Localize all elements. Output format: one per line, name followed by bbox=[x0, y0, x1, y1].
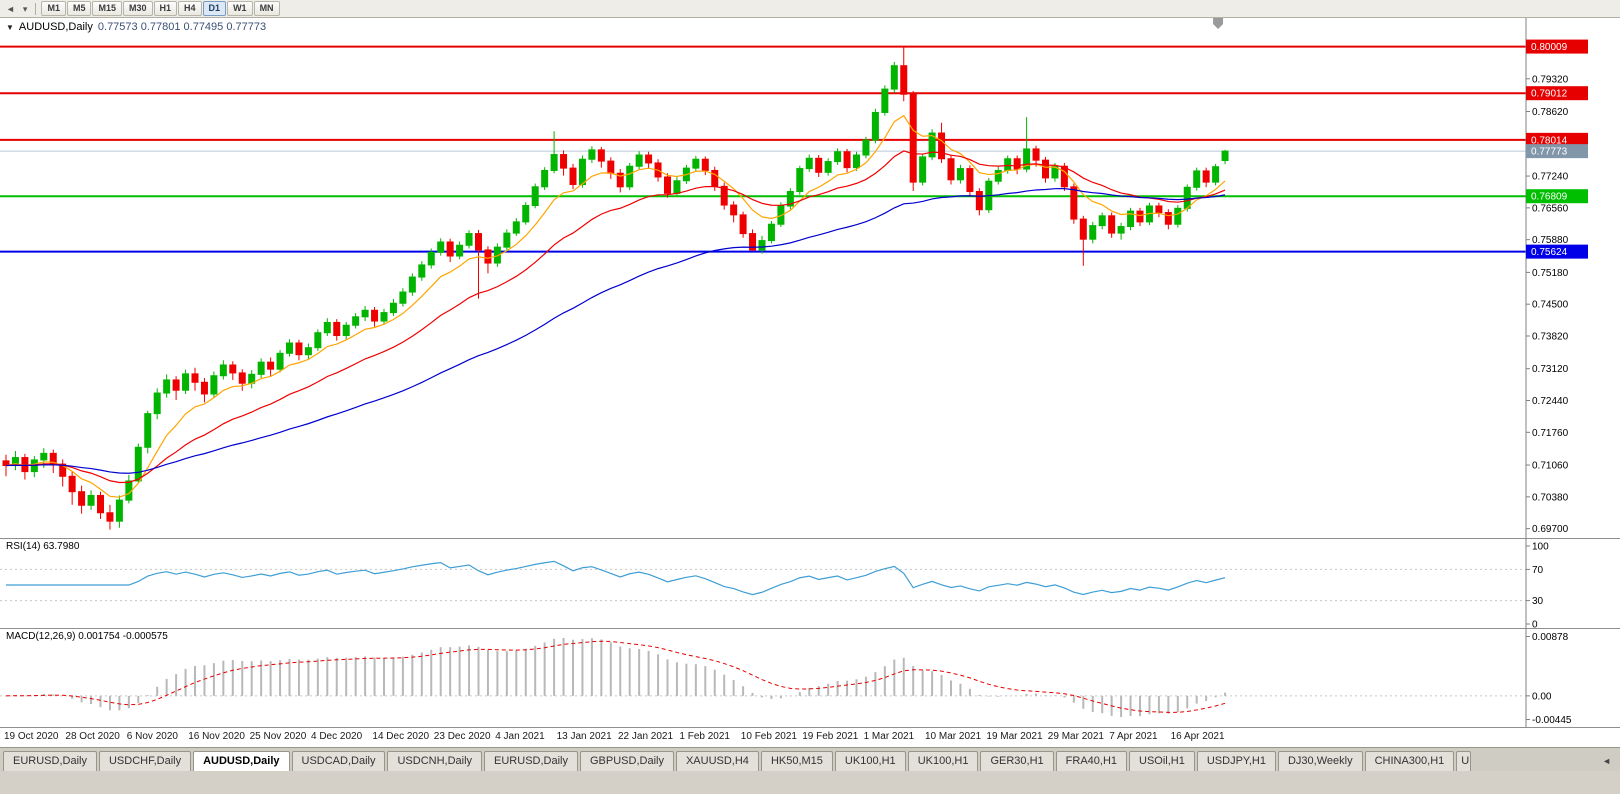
chart-tab-xauusd-h4[interactable]: XAUUSD,H4 bbox=[675, 751, 759, 771]
status-area bbox=[0, 771, 1620, 794]
timeframe-button-mn[interactable]: MN bbox=[253, 1, 280, 16]
svg-text:70: 70 bbox=[1532, 565, 1544, 576]
svg-text:0.00878: 0.00878 bbox=[1532, 632, 1569, 643]
timeframe-button-h1[interactable]: H1 bbox=[153, 1, 178, 16]
svg-text:100: 100 bbox=[1532, 542, 1549, 553]
chart-symbol-label: AUDUSD,Daily bbox=[18, 21, 93, 33]
chart-tab-gbpusd-daily[interactable]: GBPUSD,Daily bbox=[580, 751, 674, 771]
chart-tab-usoil-h1[interactable]: USOil,H1 bbox=[1129, 751, 1195, 771]
chart-tab-ger30-h1[interactable]: GER30,H1 bbox=[980, 751, 1054, 771]
x-axis-label: 23 Dec 2020 bbox=[433, 731, 491, 742]
rsi-panel[interactable]: 100 70 30 0 RSI(14) 63.7980 bbox=[0, 538, 1620, 628]
chart-title: ▼ AUDUSD,Daily 0.77573 0.77801 0.77495 0… bbox=[6, 21, 266, 33]
x-axis-label: 10 Feb 2021 bbox=[740, 731, 797, 742]
candlestick-chart[interactable]: 0.79320 0.78620 0.77240 0.76560 0.75880 0.751… bbox=[0, 18, 1620, 538]
svg-text:0.73820: 0.73820 bbox=[1532, 331, 1569, 342]
chart-symbol-dropdown-icon[interactable]: ▼ bbox=[6, 22, 14, 32]
x-axis-label: 19 Oct 2020 bbox=[4, 731, 59, 742]
timeframe-button-d1[interactable]: D1 bbox=[202, 1, 227, 16]
chart-tab-usdchf-daily[interactable]: USDCHF,Daily bbox=[98, 751, 192, 771]
chart-stack: 0.79320 0.78620 0.77240 0.76560 0.75880 0.751… bbox=[0, 18, 1620, 747]
svg-text:0.78620: 0.78620 bbox=[1532, 107, 1569, 118]
x-axis-label: 25 Nov 2020 bbox=[249, 731, 307, 742]
rsi-chart[interactable]: 100 70 30 0 bbox=[0, 538, 1620, 628]
tab-scroll-left-button[interactable]: ◄ bbox=[1602, 756, 1611, 766]
svg-text:0.72440: 0.72440 bbox=[1532, 396, 1569, 407]
x-axis-label: 4 Jan 2021 bbox=[495, 731, 545, 742]
scroll-left-icon[interactable]: ◄ bbox=[6, 3, 15, 14]
svg-text:0: 0 bbox=[1532, 620, 1538, 629]
chart-tab-usdcad-daily[interactable]: USDCAD,Daily bbox=[291, 751, 386, 771]
toolbar-separator bbox=[35, 2, 37, 15]
timeframe-buttons: M1 M5 M15 M30 H1 H4 D1 W1 MN bbox=[41, 1, 280, 16]
dropdown-caret-icon[interactable]: ▾ bbox=[22, 3, 28, 14]
x-axis-label: 7 Apr 2021 bbox=[1109, 731, 1158, 742]
chart-tab-uk100-h1[interactable]: UK100,H1 bbox=[834, 751, 906, 771]
svg-text:0.75180: 0.75180 bbox=[1532, 268, 1569, 279]
svg-text:0.77773: 0.77773 bbox=[1531, 147, 1568, 158]
chart-tab-fra40-h1[interactable]: FRA40,H1 bbox=[1055, 751, 1128, 771]
x-axis-label: 16 Nov 2020 bbox=[188, 731, 245, 742]
x-axis-label: 28 Oct 2020 bbox=[65, 731, 120, 742]
x-axis-label: 13 Jan 2021 bbox=[556, 731, 612, 742]
svg-text:-0.00445: -0.00445 bbox=[1532, 715, 1572, 726]
svg-text:0.70380: 0.70380 bbox=[1532, 492, 1569, 503]
chart-tab-usdcnh-daily[interactable]: USDCNH,Daily bbox=[387, 751, 483, 771]
x-axis-label: 1 Feb 2021 bbox=[679, 731, 730, 742]
svg-text:0.75880: 0.75880 bbox=[1532, 235, 1569, 246]
rsi-label: RSI(14) 63.7980 bbox=[6, 541, 80, 552]
timeframe-button-m30[interactable]: M30 bbox=[123, 1, 153, 16]
chart-ohlc-values: 0.77573 0.77801 0.77495 0.77773 bbox=[97, 21, 267, 33]
svg-text:0.71760: 0.71760 bbox=[1532, 428, 1569, 439]
svg-text:0.76560: 0.76560 bbox=[1532, 203, 1569, 214]
x-axis-label: 14 Dec 2020 bbox=[372, 731, 430, 742]
x-axis-label: 4 Dec 2020 bbox=[311, 731, 363, 742]
svg-text:0.69700: 0.69700 bbox=[1532, 524, 1569, 535]
chart-tabbar: EURUSD,Daily USDCHF,Daily AUDUSD,Daily USDC… bbox=[0, 747, 1620, 771]
svg-text:0.71060: 0.71060 bbox=[1532, 461, 1569, 472]
x-axis-label: 19 Feb 2021 bbox=[802, 731, 859, 742]
x-axis-label: 29 Mar 2021 bbox=[1047, 731, 1104, 742]
timeframe-button-w1[interactable]: W1 bbox=[227, 1, 253, 16]
x-axis-label: 1 Mar 2021 bbox=[863, 731, 915, 742]
x-axis-label: 19 Mar 2021 bbox=[986, 731, 1043, 742]
macd-panel[interactable]: 0.00878 0.00 -0.00445 MACD(12,26,9) 0.0017… bbox=[0, 628, 1620, 727]
timeframe-button-m1[interactable]: M1 bbox=[41, 1, 66, 16]
chart-tab-usdjpy-h1[interactable]: USDJPY,H1 bbox=[1196, 751, 1276, 771]
chart-tabs: EURUSD,Daily USDCHF,Daily AUDUSD,Daily USDC… bbox=[3, 751, 1596, 771]
timeframe-button-m15[interactable]: M15 bbox=[92, 1, 122, 16]
main-chart-panel[interactable]: 0.79320 0.78620 0.77240 0.76560 0.75880 0.751… bbox=[0, 18, 1620, 538]
svg-text:0.78014: 0.78014 bbox=[1531, 135, 1568, 146]
timeframe-button-h4[interactable]: H4 bbox=[178, 1, 202, 16]
svg-text:0.80009: 0.80009 bbox=[1531, 42, 1568, 53]
macd-label: MACD(12,26,9) 0.001754 -0.000575 bbox=[6, 631, 168, 642]
svg-text:0.76809: 0.76809 bbox=[1531, 192, 1568, 203]
svg-text:0.79012: 0.79012 bbox=[1531, 89, 1568, 100]
chart-tab-audusd-daily[interactable]: AUDUSD,Daily bbox=[193, 751, 290, 771]
timeframe-button-m5[interactable]: M5 bbox=[66, 1, 92, 16]
svg-text:0.79320: 0.79320 bbox=[1532, 74, 1569, 85]
chart-tab-china300-h1[interactable]: CHINA300,H1 bbox=[1364, 751, 1455, 771]
x-axis-label: 6 Nov 2020 bbox=[126, 731, 178, 742]
x-axis-label: 22 Jan 2021 bbox=[618, 731, 674, 742]
timeframe-toolbar: ◄ ▾ M1 M5 M15 M30 H1 H4 D1 W1 MN bbox=[0, 0, 1620, 18]
svg-text:30: 30 bbox=[1532, 596, 1544, 607]
chart-tab-partial[interactable]: U bbox=[1456, 751, 1472, 771]
time-axis[interactable]: 19 Oct 2020 28 Oct 2020 6 Nov 2020 16 Nov 2… bbox=[0, 727, 1620, 747]
svg-text:0.75624: 0.75624 bbox=[1531, 247, 1568, 258]
macd-chart[interactable]: 0.00878 0.00 -0.00445 bbox=[0, 628, 1620, 727]
chart-tab-hk50-m15[interactable]: HK50,M15 bbox=[760, 751, 833, 771]
x-axis-label: 16 Apr 2021 bbox=[1170, 731, 1225, 742]
svg-text:0.74500: 0.74500 bbox=[1532, 300, 1569, 311]
svg-text:0.00: 0.00 bbox=[1532, 691, 1552, 702]
chart-tab-eurusd-daily[interactable]: EURUSD,Daily bbox=[3, 751, 97, 771]
chart-tab-dj30-weekly[interactable]: DJ30,Weekly bbox=[1277, 751, 1363, 771]
svg-text:0.73120: 0.73120 bbox=[1532, 364, 1569, 375]
chart-tab-eurusd-daily[interactable]: EURUSD,Daily bbox=[484, 751, 578, 771]
svg-text:0.77240: 0.77240 bbox=[1532, 172, 1569, 183]
chart-tab-uk100-h1[interactable]: UK100,H1 bbox=[907, 751, 979, 771]
x-axis-label: 10 Mar 2021 bbox=[925, 731, 982, 742]
